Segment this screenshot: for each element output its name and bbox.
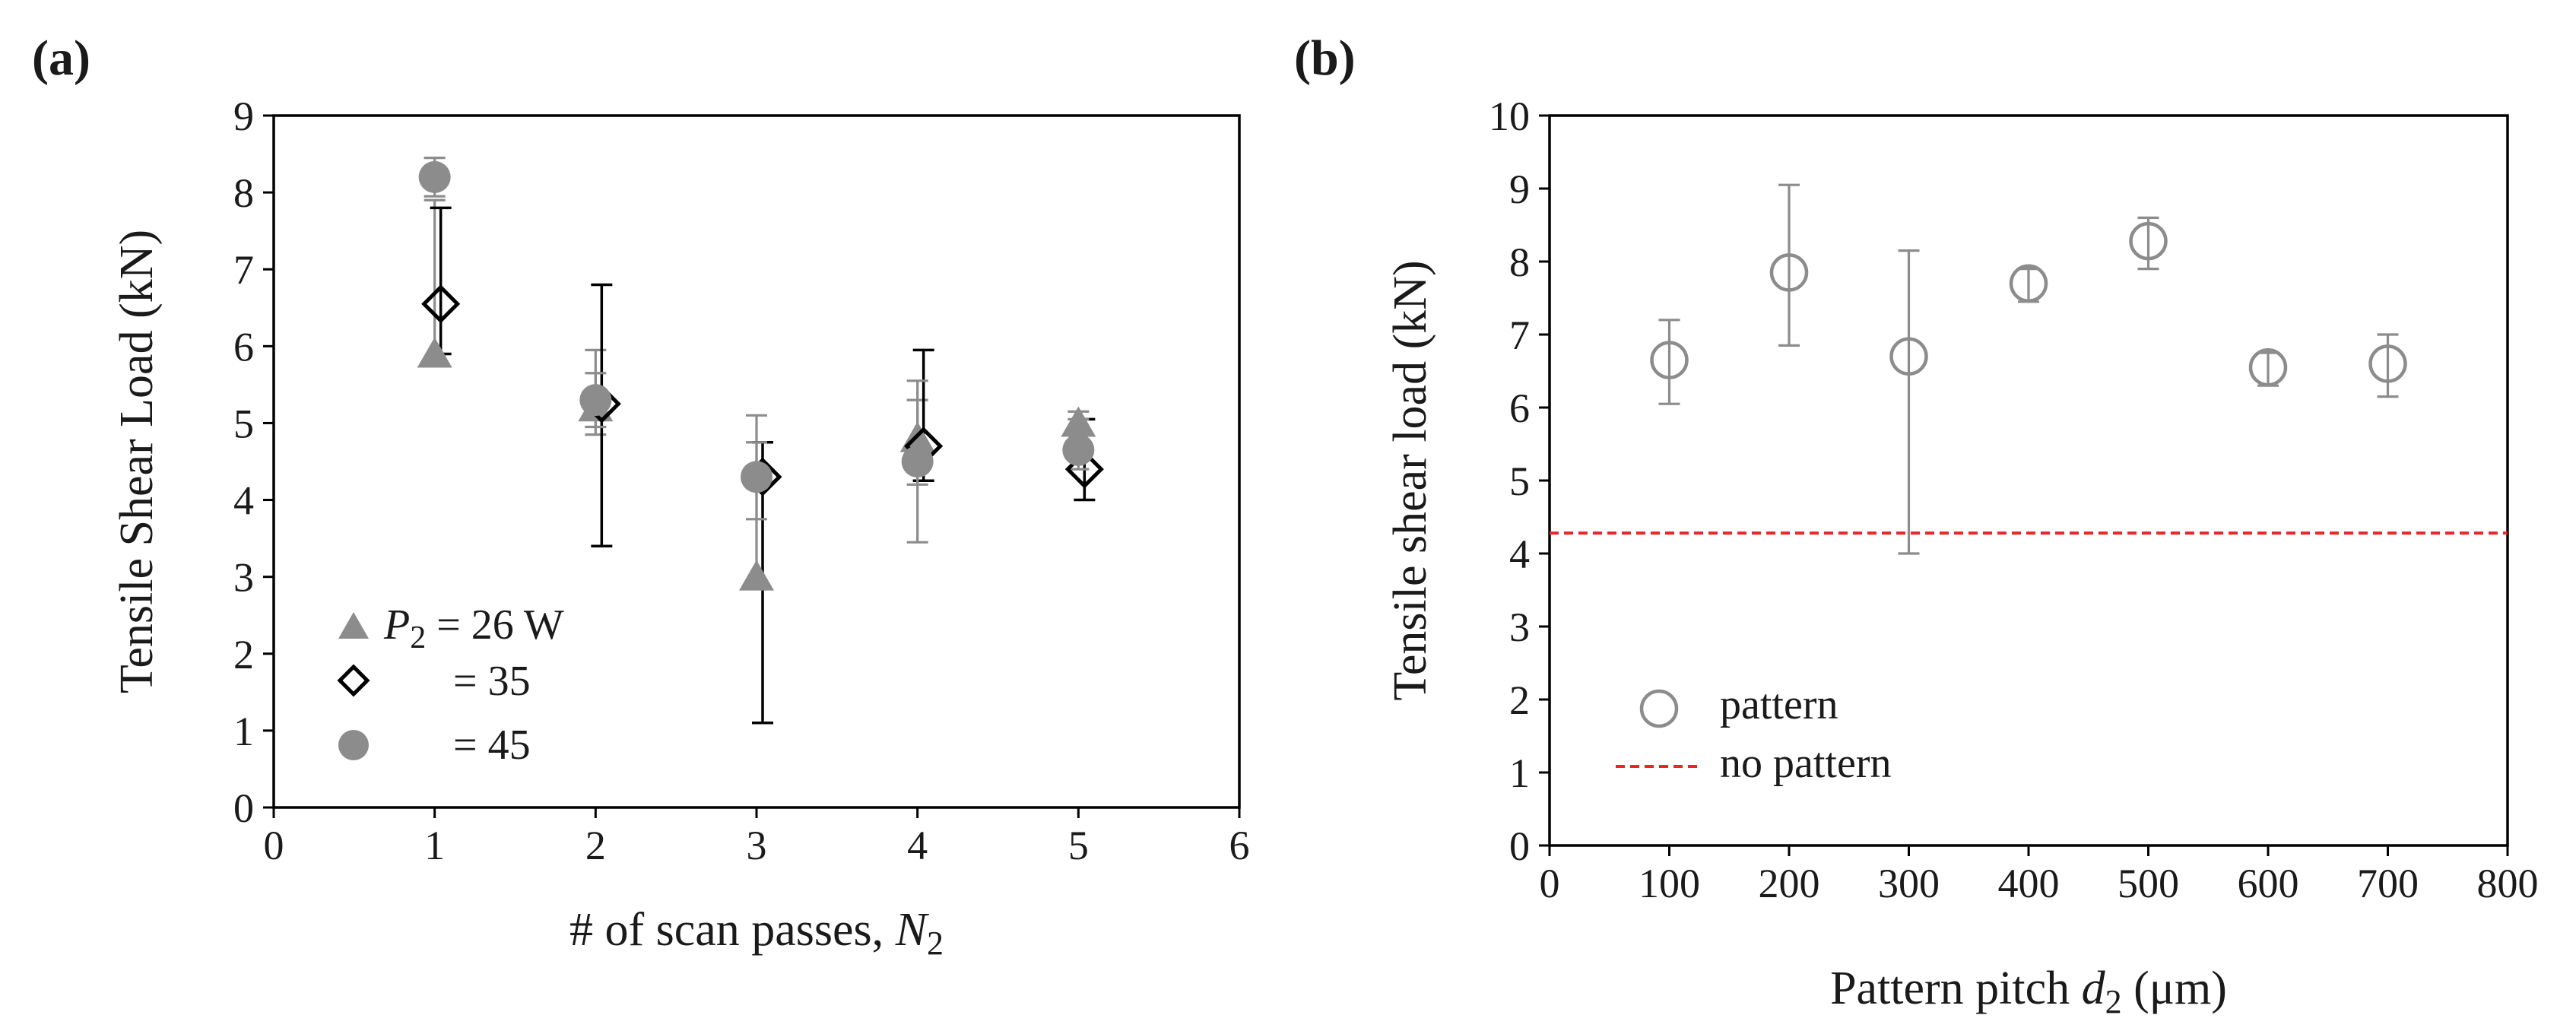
chart-a-y-tick-label: 7 bbox=[233, 247, 254, 293]
chart-a: 0 1 2 3 4 5 6 0 1 2 3 4 5 6 7 8 9 Tensile Shear Load (kN… bbox=[111, 94, 1250, 962]
chart-a-x-tick-label: 5 bbox=[1068, 823, 1089, 868]
legend-b-item-1: pattern bbox=[1720, 681, 1838, 728]
chart-b-x-tick-label: 700 bbox=[2357, 861, 2419, 906]
chart-a-y-tick-label: 8 bbox=[233, 170, 254, 216]
chart-b-point-open-circle bbox=[1769, 253, 1809, 292]
chart-b-point-open-circle bbox=[1889, 337, 1928, 376]
chart-a-point-circle bbox=[418, 160, 451, 193]
chart-a-x-axis-title: # of scan passes, N2 bbox=[569, 904, 944, 962]
chart-b-x-axis-title: Pattern pitch d2 (μm) bbox=[1830, 963, 2227, 1020]
chart-b-legend: pattern no pattern bbox=[1616, 681, 1891, 787]
chart-a-point-circle bbox=[901, 446, 934, 477]
panel-b-label: (b) bbox=[1294, 30, 1356, 86]
chart-b: 0 100 200 300 400 500 600 700 800 0 1 2 3 4 5 6 7 8 9 10 Te… bbox=[1385, 94, 2539, 1020]
legend-open-circle-marker bbox=[1639, 689, 1679, 728]
chart-b-point-open-circle bbox=[2368, 344, 2407, 383]
chart-b-y-tick-label: 5 bbox=[1509, 458, 1530, 504]
chart-a-y-tick-label: 3 bbox=[233, 555, 254, 601]
chart-b-x-tick-label: 100 bbox=[1639, 861, 1700, 906]
chart-a-y-axis-title: Tensile Shear Load (kN) bbox=[111, 230, 163, 693]
chart-a-x-tick-label: 6 bbox=[1229, 823, 1250, 868]
chart-a-y-tick-label: 1 bbox=[233, 709, 254, 754]
chart-b-y-tick-label: 9 bbox=[1509, 167, 1530, 212]
chart-b-y-tick-label: 6 bbox=[1509, 385, 1530, 431]
chart-b-point-open-circle bbox=[2248, 347, 2288, 387]
chart-b-x-tick-label: 600 bbox=[2238, 861, 2299, 906]
chart-b-x-tick-label: 400 bbox=[1998, 861, 2060, 906]
chart-b-point-open-circle bbox=[1650, 341, 1689, 379]
chart-a-y-tick-label: 9 bbox=[233, 94, 254, 139]
legend-a-item-1: P2 = 26 W bbox=[383, 601, 564, 655]
chart-a-y-tick-label: 0 bbox=[233, 785, 254, 831]
chart-a-x-tick-label: 0 bbox=[264, 823, 284, 868]
chart-a-point-circle bbox=[1062, 433, 1095, 466]
chart-b-y-tick-label: 1 bbox=[1509, 750, 1530, 796]
chart-a-point-triangle bbox=[1061, 406, 1096, 437]
chart-a-x-tick-label: 3 bbox=[747, 823, 767, 868]
chart-b-y-tick-label: 3 bbox=[1509, 604, 1530, 650]
chart-a-point-diamond bbox=[421, 284, 461, 324]
chart-a-point-triangle bbox=[739, 560, 774, 591]
chart-a-x-tick-label: 1 bbox=[424, 823, 445, 868]
chart-b-point-open-circle bbox=[2129, 221, 2168, 261]
chart-b-y-tick-label: 2 bbox=[1509, 677, 1530, 723]
chart-a-y-tick-label: 6 bbox=[233, 324, 254, 370]
chart-b-y-tick-label: 8 bbox=[1509, 240, 1530, 285]
legend-a-item-2: = 35 bbox=[453, 658, 531, 705]
panel-a-label: (a) bbox=[32, 30, 90, 86]
legend-a-item-3: = 45 bbox=[453, 722, 531, 769]
chart-a-y-tick-label: 2 bbox=[233, 632, 254, 677]
chart-b-x-tick-label: 500 bbox=[2118, 861, 2179, 906]
chart-a-point-circle bbox=[741, 461, 772, 493]
chart-b-x-tick-label: 200 bbox=[1759, 861, 1820, 906]
legend-b-item-2: no pattern bbox=[1720, 740, 1891, 787]
chart-a-y-tick-label: 4 bbox=[233, 478, 254, 524]
chart-a-point-circle bbox=[579, 384, 612, 417]
chart-a-x-tick-label: 4 bbox=[907, 823, 928, 868]
chart-b-y-tick-label: 4 bbox=[1509, 531, 1530, 577]
chart-a-x-tick-label: 2 bbox=[585, 823, 606, 868]
chart-b-y-tick-label: 7 bbox=[1509, 312, 1530, 358]
chart-b-x-tick-label: 300 bbox=[1878, 861, 1940, 906]
legend-diamond-marker bbox=[337, 664, 370, 697]
legend-circle-marker bbox=[338, 730, 369, 760]
chart-b-y-tick-label: 0 bbox=[1509, 823, 1530, 869]
chart-b-x-tick-label: 0 bbox=[1540, 861, 1560, 906]
chart-b-y-axis-title: Tensile shear load (kN) bbox=[1385, 260, 1436, 700]
chart-a-point-triangle bbox=[417, 337, 452, 368]
chart-b-plot-frame bbox=[1548, 114, 2509, 847]
chart-b-x-tick-label: 800 bbox=[2477, 861, 2539, 906]
legend-triangle-marker bbox=[338, 612, 369, 639]
chart-a-legend: P2 = 26 W = 35 = 45 bbox=[337, 601, 564, 769]
chart-a-y-tick-label: 5 bbox=[233, 401, 254, 446]
chart-b-point-open-circle bbox=[2009, 264, 2048, 303]
chart-b-y-tick-label: 10 bbox=[1489, 94, 1530, 139]
